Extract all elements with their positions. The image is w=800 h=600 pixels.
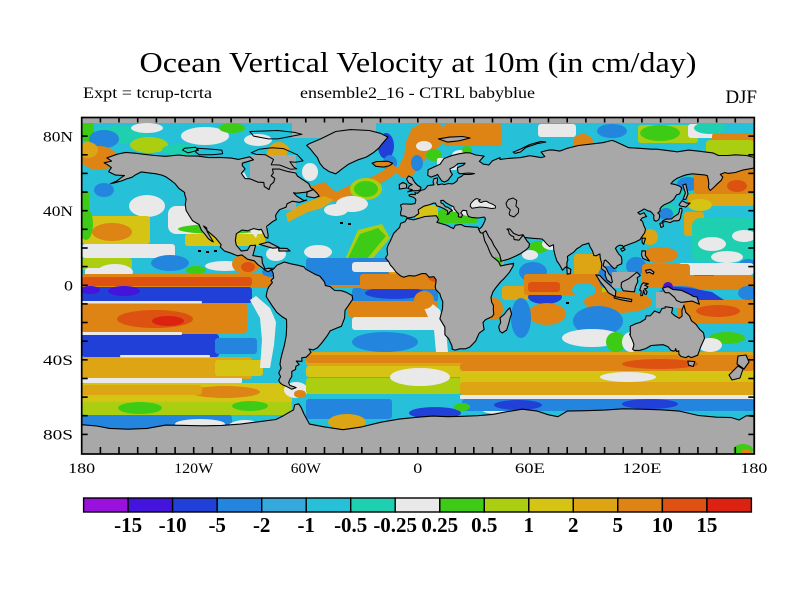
svg-text:-15: -15 xyxy=(114,513,142,537)
svg-text:ensemble2_16 - CTRL babyblue: ensemble2_16 - CTRL babyblue xyxy=(300,85,535,102)
svg-text:1: 1 xyxy=(524,513,535,537)
svg-text:80S: 80S xyxy=(43,428,73,444)
svg-text:180: 180 xyxy=(68,461,95,477)
svg-text:-1: -1 xyxy=(297,513,315,537)
svg-text:0.5: 0.5 xyxy=(471,513,497,537)
svg-text:15: 15 xyxy=(696,513,717,537)
svg-text:5: 5 xyxy=(613,513,624,537)
svg-text:-10: -10 xyxy=(159,513,187,537)
svg-text:0: 0 xyxy=(413,461,422,477)
svg-text:-2: -2 xyxy=(253,513,271,537)
svg-text:40S: 40S xyxy=(43,353,73,369)
svg-text:120W: 120W xyxy=(174,461,214,477)
svg-text:-0.25: -0.25 xyxy=(373,513,417,537)
svg-text:40N: 40N xyxy=(43,204,73,220)
svg-text:0: 0 xyxy=(64,279,73,295)
svg-text:-0.5: -0.5 xyxy=(334,513,367,537)
svg-text:60E: 60E xyxy=(515,461,545,477)
svg-text:10: 10 xyxy=(652,513,673,537)
svg-text:-5: -5 xyxy=(208,513,226,537)
svg-text:0.25: 0.25 xyxy=(421,513,458,537)
svg-text:80N: 80N xyxy=(43,129,73,145)
svg-text:DJF: DJF xyxy=(725,87,757,108)
svg-text:Expt = tcrup-tcrta: Expt = tcrup-tcrta xyxy=(83,85,212,102)
svg-text:120E: 120E xyxy=(622,461,661,477)
svg-text:180: 180 xyxy=(740,461,767,477)
svg-text:2: 2 xyxy=(568,513,579,537)
svg-text:Ocean Vertical Velocity at 10m: Ocean Vertical Velocity at 10m (in cm/da… xyxy=(140,48,697,79)
svg-text:60W: 60W xyxy=(291,461,322,477)
